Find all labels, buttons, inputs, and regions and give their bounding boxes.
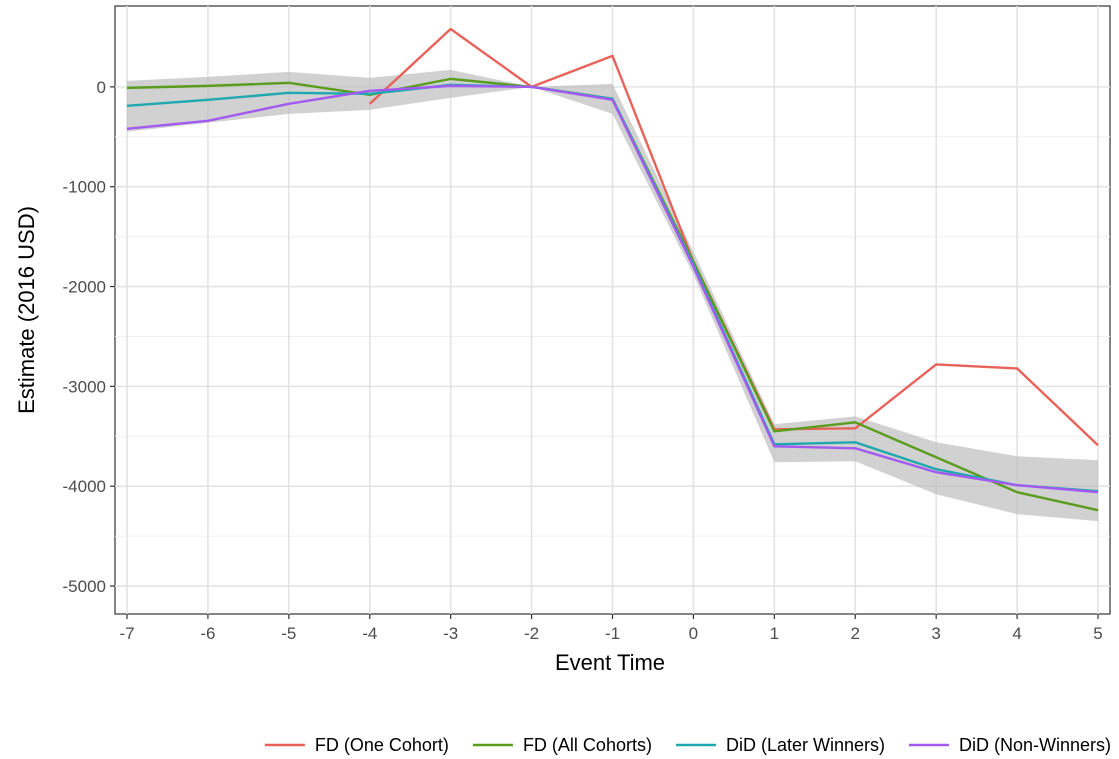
x-tick-label: 3	[931, 624, 940, 643]
x-tick-label: 1	[770, 624, 779, 643]
legend-label: FD (All Cohorts)	[523, 735, 652, 755]
legend-label: FD (One Cohort)	[315, 735, 449, 755]
x-axis-title: Event Time	[555, 650, 665, 675]
x-tick-label: -5	[281, 624, 296, 643]
x-tick-label: 5	[1093, 624, 1102, 643]
legend: FD (One Cohort) FD (All Cohorts) DiD (Late…	[264, 735, 1111, 755]
confidence-band-area	[127, 69, 1098, 522]
x-tick-label: -7	[119, 624, 134, 643]
x-tick-label: -2	[524, 624, 539, 643]
y-tick-label: -5000	[63, 577, 106, 596]
y-tick-label: -1000	[63, 178, 106, 197]
x-tick-label: -1	[605, 624, 620, 643]
series-line-4	[126, 84, 1099, 494]
legend-item: FD (One Cohort)	[264, 735, 449, 755]
confidence-band	[127, 69, 1098, 522]
y-axis-title: Estimate (2016 USD)	[14, 206, 39, 414]
x-tick-label: 0	[689, 624, 698, 643]
x-tick-label: 2	[851, 624, 860, 643]
axes: 0 -1000 -2000 -3000 -4000 -5000 -7 -6 -5 -4 -3 -2 -1…	[63, 78, 1103, 643]
legend-item: DiD (Non-Winners)	[908, 735, 1111, 755]
y-tick-label: -3000	[63, 377, 106, 396]
x-tick-label: -4	[362, 624, 377, 643]
legend-label: DiD (Later Winners)	[726, 735, 885, 755]
legend-item: FD (All Cohorts)	[472, 735, 652, 755]
y-tick-label: 0	[97, 78, 106, 97]
y-tick-label: -4000	[63, 477, 106, 496]
x-tick-label: 4	[1012, 624, 1021, 643]
series-lines	[126, 27, 1099, 512]
legend-item: DiD (Later Winners)	[675, 735, 885, 755]
x-tick-label: -6	[200, 624, 215, 643]
y-tick-label: -2000	[63, 278, 106, 297]
x-tick-label: -3	[443, 624, 458, 643]
legend-label: DiD (Non-Winners)	[959, 735, 1111, 755]
